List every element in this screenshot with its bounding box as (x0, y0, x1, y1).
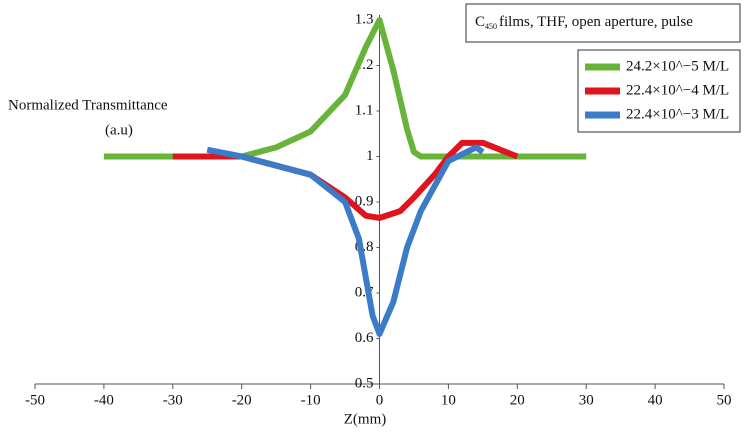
y-axis-label: (a.u) (105, 122, 133, 138)
y-tick-label: 1 (366, 148, 374, 164)
x-tick-label: 10 (441, 392, 456, 408)
x-tick-label: -20 (232, 392, 252, 408)
chart-title: C450 films, THF, open aperture, pulse (475, 14, 693, 30)
y-tick-label: 0.5 (355, 375, 374, 391)
x-tick-label: -30 (163, 392, 183, 408)
y-tick-label: 0.6 (355, 330, 374, 346)
x-axis-label: Z(mm) (344, 411, 387, 427)
x-tick-label: -50 (25, 392, 45, 408)
data-line (103, 17, 587, 160)
x-tick-label: 40 (648, 392, 663, 408)
legend-label: 22.4×10^−4 M/L (626, 82, 729, 98)
x-tick-label: -40 (94, 392, 114, 408)
x-tick-label: 50 (717, 392, 732, 408)
y-tick-label: 0.9 (355, 193, 374, 209)
data-line (206, 144, 485, 337)
title-box (465, 3, 741, 43)
x-tick-label: 30 (579, 392, 594, 408)
y-tick-label: 1.3 (355, 11, 374, 27)
x-tick-label: -10 (301, 392, 321, 408)
x-tick-label: 0 (376, 392, 384, 408)
x-tick-label: 20 (510, 392, 525, 408)
legend-label: 22.4×10^−3 M/L (626, 106, 729, 122)
legend-label: 24.2×10^−5 M/L (626, 58, 729, 74)
y-axis-label: Normalized Transmittance (8, 97, 168, 113)
y-tick-label: 1.1 (355, 102, 374, 118)
